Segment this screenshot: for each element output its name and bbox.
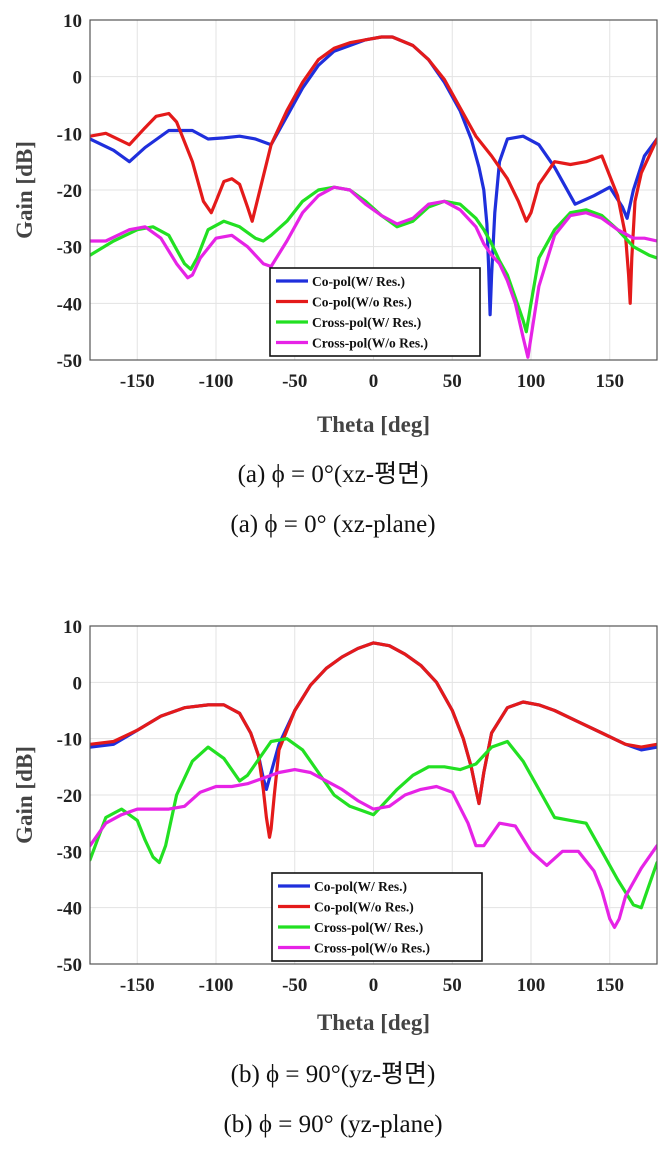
panel-b-legend-label-3: Cross-pol(W/ Res.) xyxy=(314,920,423,935)
panel-b-x-axis-label: Theta [deg] xyxy=(317,1010,430,1035)
panel-a-series-line-3 xyxy=(90,185,657,334)
panel-b-y-tick-label: -10 xyxy=(57,730,82,751)
panel-b-x-tick-label: 0 xyxy=(369,975,379,996)
panel-a-axes-frame xyxy=(89,19,658,361)
panel-b-y-tick-label: -40 xyxy=(57,899,82,920)
panel-a-x-tick-label: -150 xyxy=(120,371,155,392)
panel-a-caption-line-1: (a) ϕ = 0°(xz-평면) xyxy=(238,460,429,488)
panel-a-x-tick-label: -50 xyxy=(282,371,307,392)
panel-b-y-tick-label: -30 xyxy=(57,842,82,863)
panel-a-x-tick-label: 150 xyxy=(596,371,625,392)
panel-b-y-tick-label: 0 xyxy=(73,673,83,694)
panel-b-axes-frame xyxy=(89,625,658,965)
panel-b-x-tick-label: 50 xyxy=(443,975,462,996)
panel-a-y-tick-label: -30 xyxy=(57,238,82,259)
panel-a-x-axis-label: Theta [deg] xyxy=(317,412,430,437)
panel-a-series-line-4 xyxy=(90,185,657,359)
panel-a-x-tick-label: 0 xyxy=(369,371,379,392)
panel-a-series-line-2 xyxy=(90,35,657,305)
panel-b-y-axis-label: Gain [dB] xyxy=(12,746,37,844)
panel-a-legend-label-4: Cross-pol(W/o Res.) xyxy=(312,336,428,351)
panel-a-y-tick-label: -20 xyxy=(57,181,82,202)
panel-b-x-tick-label: 150 xyxy=(596,975,625,996)
panel-a-series-group xyxy=(90,35,657,359)
panel-b-y-tick-label: -50 xyxy=(57,955,82,976)
panel-b-series-line-2 xyxy=(90,641,657,839)
panel-b-y-tick-label: 10 xyxy=(63,617,82,638)
panel-a-y-tick-label: -10 xyxy=(57,124,82,145)
panel-a-y-axis-label: Gain [dB] xyxy=(12,141,37,239)
panel-a-legend-label-2: Co-pol(W/o Res.) xyxy=(312,295,412,310)
panel-a-y-tick-label: -50 xyxy=(57,351,82,372)
panel-b-legend-label-1: Co-pol(W/ Res.) xyxy=(314,879,407,894)
panel-a-y-tick-label: 10 xyxy=(63,11,82,32)
panel-b-caption-line-2: (b) ϕ = 90° (yz-plane) xyxy=(223,1111,442,1138)
panel-a-legend-label-1: Co-pol(W/ Res.) xyxy=(312,274,405,289)
panel-b-x-tick-label: 100 xyxy=(517,975,546,996)
panel-a-x-tick-label: 50 xyxy=(443,371,462,392)
panel-a-y-tick-label: 0 xyxy=(73,68,83,89)
panel-b-legend-label-2: Co-pol(W/o Res.) xyxy=(314,900,414,915)
panel-b-caption-line-1: (b) ϕ = 90°(yz-평면) xyxy=(231,1060,436,1088)
panel-a-legend-label-3: Cross-pol(W/ Res.) xyxy=(312,315,421,330)
panel-b-x-tick-label: -50 xyxy=(282,975,307,996)
panel-a-chart: -150 -100 -50 0 50 100 150100-10-20-30-40-50Th… xyxy=(12,11,658,538)
panel-b-series-group xyxy=(90,641,657,929)
panel-b-legend-label-4: Cross-pol(W/o Res.) xyxy=(314,941,430,956)
panel-b-series-line-4 xyxy=(90,768,657,929)
panel-b-series-line-3 xyxy=(90,737,657,910)
panel-b-x-tick-label: -150 xyxy=(120,975,155,996)
panel-a-caption-line-2: (a) ϕ = 0° (xz-plane) xyxy=(230,511,435,538)
panel-a-x-tick-label: 100 xyxy=(517,371,546,392)
panel-b-x-tick-label: -100 xyxy=(199,975,234,996)
panel-b-chart: -150 -100 -50 0 50 100 150100-10-20-30-40-50Th… xyxy=(12,617,658,1138)
panel-b-legend: Co-pol(W/ Res.) Co-pol(W/o Res.) Cross-pol… xyxy=(271,872,483,962)
panel-a-y-tick-label: -40 xyxy=(57,294,82,315)
panel-a-x-tick-label: -100 xyxy=(199,371,234,392)
panel-a-legend: Co-pol(W/ Res.) Co-pol(W/o Res.) Cross-pol… xyxy=(269,267,481,357)
panel-b-y-tick-label: -20 xyxy=(57,786,82,807)
